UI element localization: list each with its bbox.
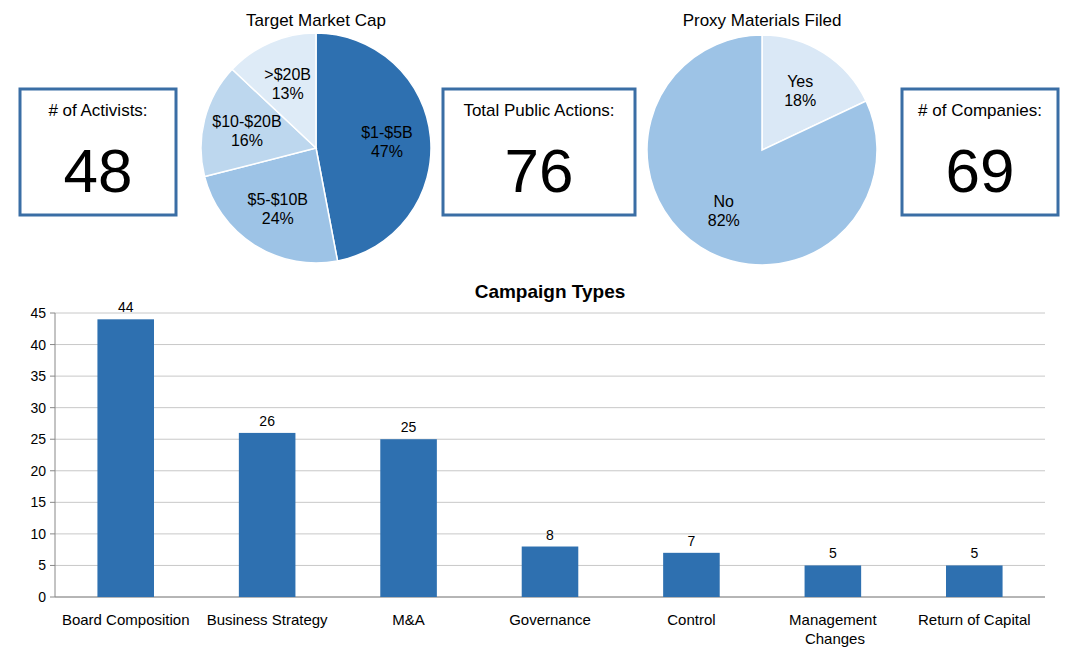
tick-mark	[50, 565, 55, 566]
slice-label: >$20B	[264, 66, 311, 83]
tick-mark	[50, 439, 55, 440]
bars	[97, 319, 1002, 597]
slice-value: 24%	[262, 210, 294, 227]
stat-label: # of Companies:	[918, 101, 1042, 120]
grid-line	[55, 439, 1045, 440]
chart-title: Proxy Materials Filed	[683, 11, 842, 30]
grid-line	[55, 470, 1045, 471]
slice-label: $10-$20B	[212, 113, 281, 130]
category-label: Board Composition	[62, 611, 190, 628]
grid-line	[55, 376, 1045, 377]
category-label: Return of Capital	[918, 611, 1031, 628]
tick-label: 15	[30, 494, 46, 510]
tick-label: 0	[38, 589, 46, 605]
tick-label: 40	[30, 337, 46, 353]
tick-mark	[50, 376, 55, 377]
slice-label: $1-$5B	[361, 124, 413, 141]
bar	[380, 439, 437, 597]
stat-box: Total Public Actions: 76	[443, 89, 635, 215]
stat-frame	[902, 89, 1058, 215]
slice-label: Yes	[787, 73, 813, 90]
chart-title: Target Market Cap	[246, 11, 386, 30]
category-label: Control	[667, 611, 715, 628]
grid-line	[55, 313, 1045, 314]
chart-title: Campaign Types	[475, 281, 626, 302]
grid-line	[55, 344, 1045, 345]
bar-chart: Campaign Types 0 5 10 15 20 25 30 35 40 45 44 26 25 8 7…	[30, 281, 1045, 647]
slice-value: 82%	[708, 212, 740, 229]
stat-value: 76	[505, 136, 574, 205]
slice-value: 47%	[371, 143, 403, 160]
category-label: M&A	[392, 611, 425, 628]
stat-frame	[20, 89, 176, 215]
pie-slice	[232, 33, 316, 148]
pie-chart: Proxy Materials Filed Yes 18% No 82%	[647, 11, 877, 265]
label-line: Management	[789, 611, 877, 628]
slice-label: $5-$10B	[248, 191, 309, 208]
bar	[663, 553, 720, 597]
stat-value: 69	[946, 136, 1015, 205]
tick-label: 25	[30, 431, 46, 447]
category-label: Governance	[509, 611, 591, 628]
y-axis	[55, 313, 56, 597]
dashboard: # of Activists:48Total Public Actions:76…	[0, 0, 1074, 652]
slice-value: 18%	[784, 92, 816, 109]
data-label: 5	[970, 545, 978, 561]
tick-label: 20	[30, 463, 46, 479]
bar	[239, 433, 296, 597]
slice-label: No	[714, 193, 735, 210]
tick-mark	[50, 533, 55, 534]
tick-label: 35	[30, 368, 46, 384]
category-label: Business Strategy	[207, 611, 328, 628]
bar	[946, 565, 1003, 597]
tick-mark	[50, 597, 55, 598]
category-label: Management Changes	[789, 611, 877, 647]
tick-mark	[50, 313, 55, 314]
data-label: 44	[118, 299, 134, 315]
grid-line	[55, 407, 1045, 408]
grid-line	[55, 502, 1045, 503]
data-label: 26	[259, 413, 275, 429]
data-label: 8	[546, 527, 554, 543]
data-label: 25	[401, 419, 417, 435]
tick-mark	[50, 344, 55, 345]
bar	[97, 319, 154, 597]
tick-label: 10	[30, 526, 46, 542]
pie-slice	[316, 33, 431, 261]
tick-mark	[50, 502, 55, 503]
pie-slice	[647, 35, 877, 265]
label-line: Changes	[801, 630, 865, 647]
stat-label: # of Activists:	[48, 101, 147, 120]
slice-value: 16%	[231, 132, 263, 149]
tick-label: 30	[30, 400, 46, 416]
data-label: 7	[688, 533, 696, 549]
pie-chart: Target Market Cap $1-$5B 47% $5-$10B 24% $10-…	[201, 11, 431, 263]
stat-value: 48	[64, 136, 133, 205]
bar	[522, 547, 579, 597]
tick-label: 45	[30, 305, 46, 321]
stat-box: # of Activists: 48	[20, 89, 176, 215]
tick-mark	[50, 470, 55, 471]
tick-label: 5	[38, 557, 46, 573]
stat-box: # of Companies: 69	[902, 89, 1058, 215]
stat-label: Total Public Actions:	[463, 101, 614, 120]
stat-frame	[443, 89, 635, 215]
slice-value: 13%	[272, 85, 304, 102]
tick-mark	[50, 407, 55, 408]
bar	[805, 565, 862, 597]
data-label: 5	[829, 545, 837, 561]
